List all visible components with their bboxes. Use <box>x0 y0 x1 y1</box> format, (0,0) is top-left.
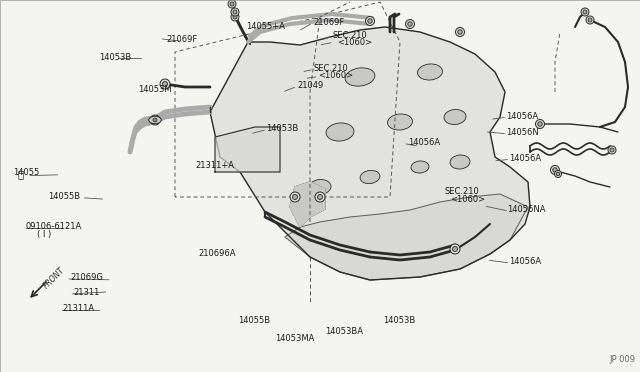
Circle shape <box>160 79 170 89</box>
Text: 14053BA: 14053BA <box>325 327 363 336</box>
Circle shape <box>608 146 616 154</box>
Circle shape <box>290 192 300 202</box>
Circle shape <box>230 2 234 6</box>
Circle shape <box>292 195 298 199</box>
Circle shape <box>538 122 542 126</box>
Text: Ⓑ: Ⓑ <box>18 169 24 179</box>
Ellipse shape <box>444 109 466 125</box>
Text: 14056A: 14056A <box>408 138 440 147</box>
Text: 21049: 21049 <box>298 81 324 90</box>
Ellipse shape <box>326 123 354 141</box>
Polygon shape <box>290 182 325 227</box>
Circle shape <box>317 195 323 199</box>
Circle shape <box>408 22 412 26</box>
Ellipse shape <box>148 116 161 124</box>
Circle shape <box>610 148 614 152</box>
Ellipse shape <box>309 179 331 195</box>
Text: 14055B: 14055B <box>48 192 80 201</box>
Circle shape <box>586 16 594 24</box>
Circle shape <box>231 13 239 21</box>
Text: 14056A: 14056A <box>509 257 541 266</box>
Text: <1060>: <1060> <box>450 195 485 203</box>
Polygon shape <box>210 27 530 280</box>
Text: FRONT: FRONT <box>42 265 67 290</box>
Circle shape <box>233 10 237 14</box>
Ellipse shape <box>345 68 375 86</box>
Circle shape <box>554 170 561 177</box>
Text: 14055B: 14055B <box>238 316 270 325</box>
Circle shape <box>368 19 372 23</box>
Ellipse shape <box>388 114 412 130</box>
Text: 14053M: 14053M <box>138 85 172 94</box>
Text: 21311+A: 21311+A <box>195 161 234 170</box>
Circle shape <box>406 19 415 29</box>
Circle shape <box>458 30 462 34</box>
Text: 14053B: 14053B <box>383 316 415 325</box>
Text: 14055: 14055 <box>13 169 39 177</box>
Text: <1060>: <1060> <box>318 71 353 80</box>
Circle shape <box>553 168 557 172</box>
Circle shape <box>233 15 237 19</box>
Text: 210696A: 210696A <box>198 249 236 258</box>
Text: 21069F: 21069F <box>166 35 198 44</box>
Circle shape <box>153 118 157 122</box>
Text: JP 009: JP 009 <box>609 355 635 364</box>
Circle shape <box>231 8 239 16</box>
Circle shape <box>365 16 374 26</box>
Text: SEC.210: SEC.210 <box>445 187 479 196</box>
Ellipse shape <box>450 155 470 169</box>
Circle shape <box>452 247 458 251</box>
Circle shape <box>581 8 589 16</box>
Ellipse shape <box>417 64 442 80</box>
Text: 21069G: 21069G <box>70 273 103 282</box>
Text: SEC.210: SEC.210 <box>333 31 367 40</box>
Circle shape <box>536 119 545 128</box>
Circle shape <box>556 172 560 176</box>
Circle shape <box>228 0 236 8</box>
Text: 14056NA: 14056NA <box>508 205 546 214</box>
Polygon shape <box>285 194 528 280</box>
Circle shape <box>450 244 460 254</box>
Polygon shape <box>215 127 280 172</box>
Text: SEC.210: SEC.210 <box>314 64 348 73</box>
Text: 14056A: 14056A <box>509 154 541 163</box>
Text: 14055+A: 14055+A <box>246 22 285 31</box>
Text: 14056A: 14056A <box>506 112 538 121</box>
Text: ( I ): ( I ) <box>37 230 51 239</box>
Ellipse shape <box>411 161 429 173</box>
Circle shape <box>152 118 157 122</box>
Text: 14053B: 14053B <box>266 124 298 133</box>
Text: <1060>: <1060> <box>337 38 372 47</box>
Circle shape <box>163 81 168 87</box>
Text: 14053B: 14053B <box>99 53 131 62</box>
Text: 21311: 21311 <box>74 288 100 296</box>
Text: 21069F: 21069F <box>314 18 345 27</box>
Text: 21311A: 21311A <box>63 304 95 312</box>
Circle shape <box>456 28 465 36</box>
Circle shape <box>583 10 587 14</box>
Circle shape <box>550 166 559 174</box>
Text: 14053MA: 14053MA <box>275 334 315 343</box>
Ellipse shape <box>360 170 380 184</box>
Circle shape <box>150 115 160 125</box>
Text: 09106-6121A: 09106-6121A <box>26 222 82 231</box>
Circle shape <box>315 192 325 202</box>
Circle shape <box>588 18 592 22</box>
Text: 14056N: 14056N <box>506 128 538 137</box>
